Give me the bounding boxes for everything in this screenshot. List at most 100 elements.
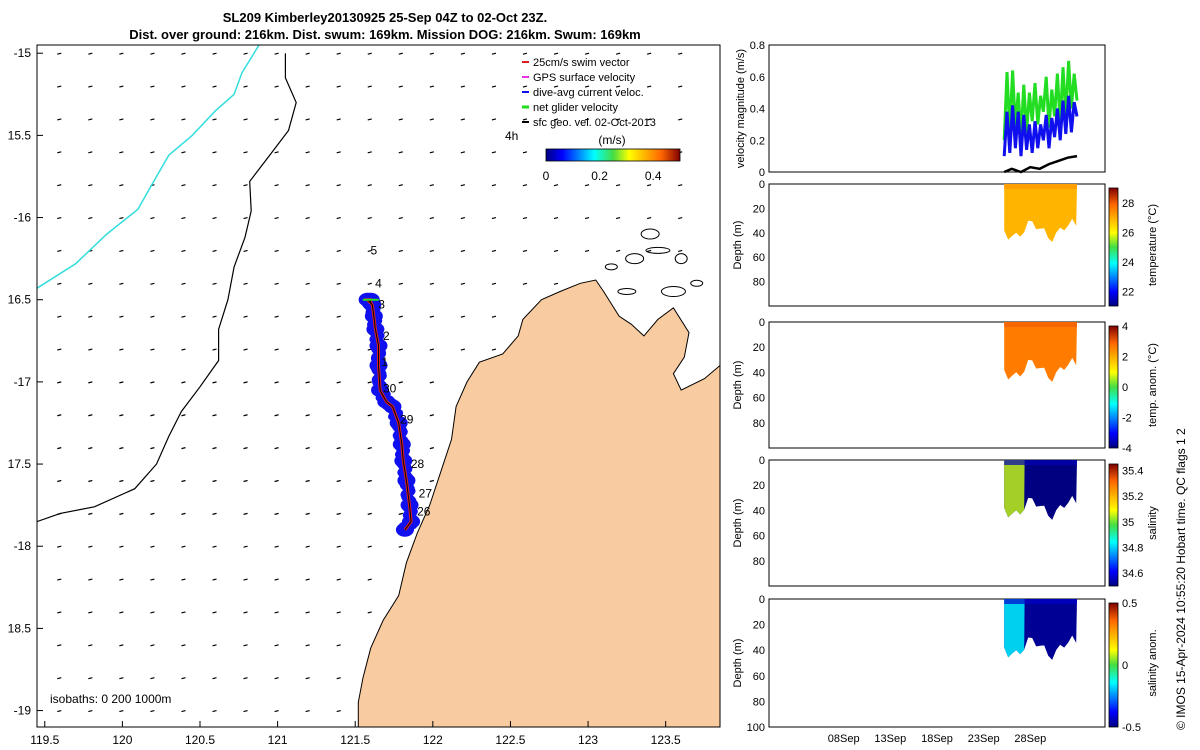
current-vector — [522, 216, 528, 220]
current-vector — [119, 479, 124, 483]
day-label: 1 — [381, 355, 388, 369]
current-vector — [305, 118, 310, 121]
current-vector — [522, 52, 528, 55]
current-vector — [57, 611, 62, 614]
current-vector — [429, 315, 434, 318]
map-x-tick-label: 120.5 — [185, 733, 215, 747]
current-vector — [212, 578, 217, 581]
current-vector — [491, 184, 497, 187]
current-vector — [491, 216, 497, 220]
current-vector — [305, 611, 310, 614]
current-vector — [274, 151, 279, 154]
heatmap-surface-layer — [1004, 184, 1077, 189]
current-vector — [57, 381, 62, 384]
current-vector — [429, 381, 434, 384]
current-vector — [305, 447, 310, 450]
current-vector — [150, 545, 155, 548]
current-vector — [678, 216, 683, 220]
current-vector — [274, 118, 279, 121]
current-vector — [429, 52, 434, 55]
current-vector — [367, 282, 372, 285]
current-vector — [181, 414, 186, 417]
current-vector — [57, 644, 62, 647]
current-vector — [647, 118, 652, 121]
current-vector — [243, 249, 248, 253]
current-vector — [647, 52, 652, 55]
time-tick-label: 23Sep — [968, 733, 1000, 745]
current-vector — [274, 282, 279, 285]
map-x-tick-label: 123.5 — [651, 733, 681, 747]
current-vector — [57, 709, 62, 713]
current-vector — [336, 479, 341, 483]
current-vector — [57, 578, 62, 581]
velocity-y-tick-label: 0.8 — [750, 40, 765, 52]
heatmap-field — [1004, 322, 1077, 382]
current-vector — [150, 348, 155, 351]
current-vector — [181, 282, 186, 285]
current-vector — [305, 85, 310, 88]
current-vector — [181, 512, 186, 515]
heatmap-y-tick-label: 0 — [759, 455, 765, 467]
legend-entry: GPS surface velocity — [533, 72, 636, 84]
heatmap-colorbar-tick: 28 — [1122, 198, 1134, 210]
current-vector — [243, 52, 248, 55]
current-vector — [181, 118, 186, 121]
current-vector — [243, 479, 248, 483]
heatmap-y-tick-label: 60 — [753, 531, 765, 543]
current-vector — [584, 52, 590, 55]
current-vector — [88, 414, 93, 417]
current-vector — [336, 118, 341, 121]
current-vector — [274, 348, 279, 351]
heatmap-colorbar-tick: 35 — [1122, 517, 1134, 529]
current-vector — [491, 315, 497, 318]
current-vector — [181, 381, 186, 384]
current-vector — [274, 447, 279, 450]
heatmap-y-tick-label: 80 — [753, 556, 765, 568]
current-vector — [150, 644, 155, 647]
current-vector — [88, 315, 93, 318]
current-vector — [212, 85, 217, 88]
heatmap-y-tick-label: 20 — [753, 480, 765, 492]
current-vector — [429, 282, 434, 285]
current-vector — [212, 151, 217, 154]
heatmap-colorbar-label: salinity anom. — [1147, 629, 1159, 696]
isobath-200m — [37, 53, 297, 523]
heatmap-ylabel: Depth (m) — [732, 639, 744, 688]
current-vector — [274, 414, 279, 417]
current-vector — [336, 52, 341, 55]
glider-track — [366, 299, 412, 531]
current-vector — [57, 184, 62, 187]
current-vector — [678, 118, 683, 121]
current-vector — [243, 381, 248, 384]
current-vector — [553, 216, 559, 220]
current-vector — [150, 447, 155, 450]
current-vector — [398, 315, 403, 318]
heatmap-y-tick-label: 20 — [753, 203, 765, 215]
colorbar-tick-label: 0.2 — [591, 169, 608, 183]
current-vector — [305, 249, 310, 253]
current-vector — [429, 216, 434, 220]
current-vector — [150, 315, 155, 318]
current-vector — [181, 249, 186, 253]
map-y-tick-label: -19 — [14, 704, 32, 718]
day-label: 2 — [383, 329, 390, 343]
current-vector — [181, 216, 186, 220]
colorbar-note: 4h — [505, 129, 518, 143]
current-vector — [274, 52, 279, 55]
heatmap-y-tick-label: 40 — [753, 367, 765, 379]
current-vector — [212, 644, 217, 647]
heatmap-colorbar-tick: 0.5 — [1122, 598, 1137, 610]
heatmap-colorbar-tick: 26 — [1122, 227, 1134, 239]
current-vector — [181, 644, 186, 647]
heatmap-y-tick-label: 0 — [759, 594, 765, 606]
heatmap-field — [1004, 184, 1077, 242]
current-vector — [647, 184, 652, 187]
current-vector — [119, 348, 124, 351]
current-vector — [274, 216, 279, 220]
current-vector — [336, 85, 341, 88]
current-vector — [460, 315, 466, 318]
current-vector — [212, 249, 217, 253]
legend-entry: 25cm/s swim vector — [533, 57, 630, 69]
heatmap-colorbar-tick: -4 — [1122, 443, 1132, 455]
heatmap-y-tick-label: 40 — [753, 645, 765, 657]
